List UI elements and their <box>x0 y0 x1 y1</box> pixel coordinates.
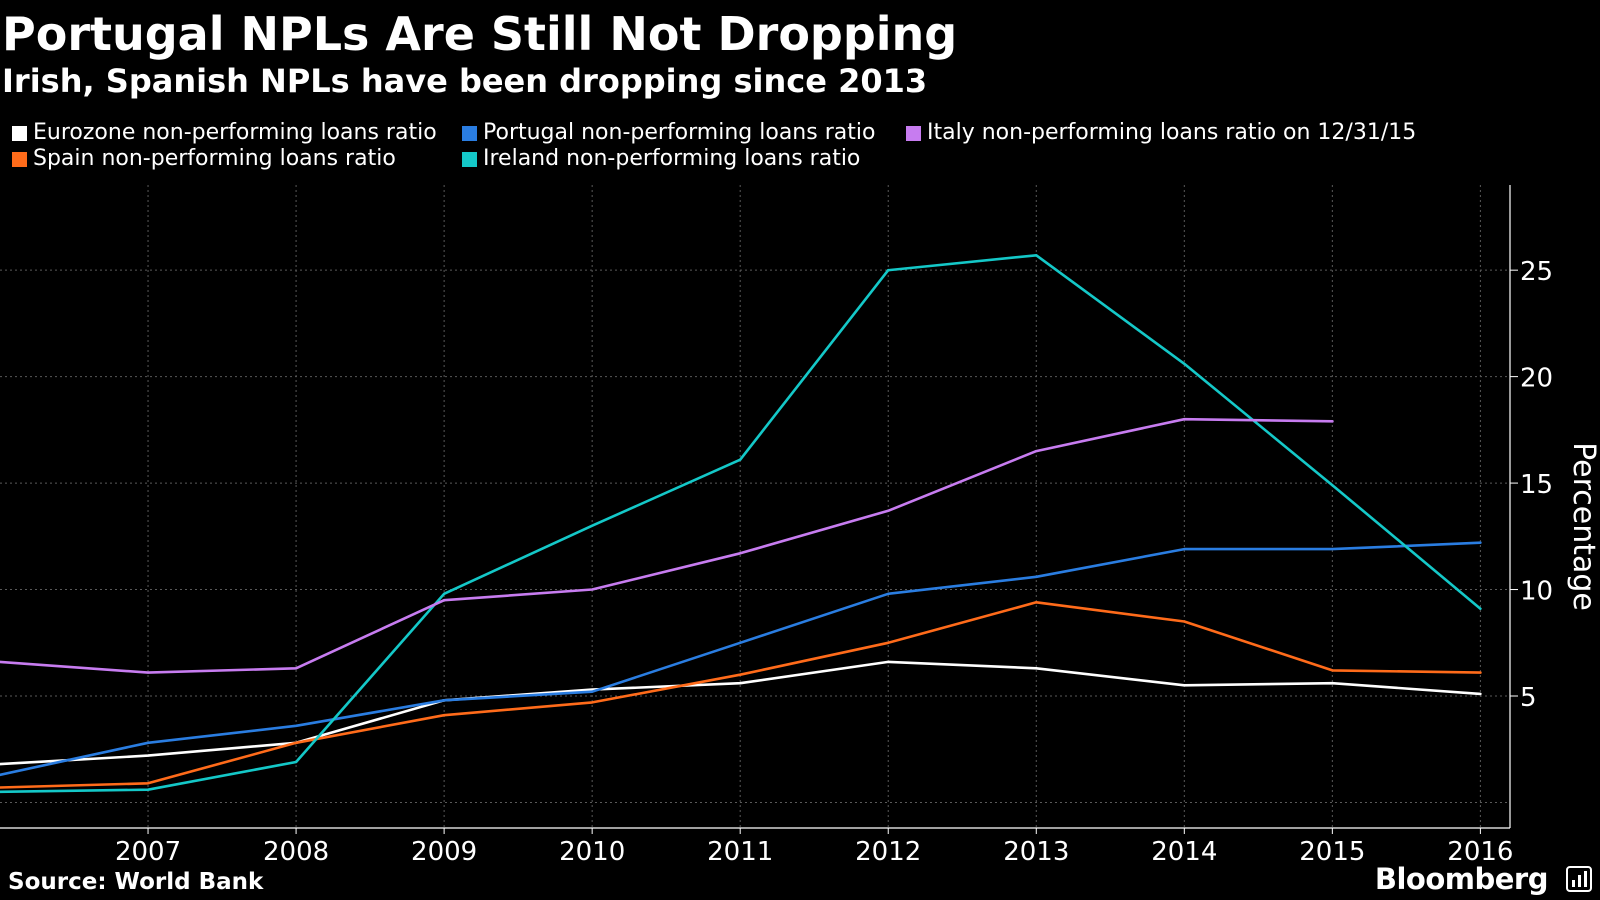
x-tick-label: 2015 <box>1299 837 1365 867</box>
x-tick-label: 2009 <box>411 837 477 867</box>
y-tick-label: 10 <box>1520 577 1553 607</box>
legend-swatch-eurozone <box>12 125 27 141</box>
axes: 2007 2008 2009 2010 2011 2012 2013 2014 2015 2016… <box>0 185 1553 867</box>
chart-legend: Eurozone non-performing loans ratio Port… <box>12 120 1492 176</box>
series-line-3 <box>0 254 1482 794</box>
legend-swatch-italy <box>906 125 921 141</box>
x-tick-label: 2007 <box>115 837 181 867</box>
legend-swatch-portugal <box>462 125 477 141</box>
series-line-2 <box>0 541 1482 777</box>
source-note: Source: World Bank <box>8 869 264 895</box>
legend-swatch-spain <box>12 151 27 167</box>
y-tick-label: 25 <box>1520 257 1553 287</box>
bloomberg-terminal-icon <box>1566 866 1592 892</box>
y-axis-label: Percentage <box>1566 442 1600 611</box>
x-tick-label: 2014 <box>1151 837 1217 867</box>
series-lines <box>0 254 1482 794</box>
x-tick-label: 2012 <box>855 837 921 867</box>
x-tick-label: 2016 <box>1447 837 1513 867</box>
y-tick-label: 20 <box>1520 364 1553 394</box>
legend-item-spain: Spain non-performing loans ratio <box>12 146 396 172</box>
gridlines <box>0 185 1510 828</box>
legend-label-ireland: Ireland non-performing loans ratio <box>483 146 861 171</box>
legend-label-eurozone: Eurozone non-performing loans ratio <box>33 120 437 145</box>
brand-logo-text: Bloomberg <box>1374 862 1549 896</box>
x-tick-label: 2013 <box>1003 837 1069 867</box>
legend-label-italy: Italy non-performing loans ratio on 12/3… <box>927 120 1417 145</box>
legend-item-italy: Italy non-performing loans ratio on 12/3… <box>906 120 1416 146</box>
y-tick-label: 15 <box>1520 470 1553 500</box>
x-tick-label: 2010 <box>559 837 625 867</box>
series-line-4 <box>0 417 1334 674</box>
series-line-0 <box>0 660 1482 766</box>
legend-label-spain: Spain non-performing loans ratio <box>33 146 396 171</box>
chart-subtitle: Irish, Spanish NPLs have been dropping s… <box>2 62 928 100</box>
legend-label-portugal: Portugal non-performing loans ratio <box>483 120 876 145</box>
y-tick-label: 5 <box>1520 683 1537 713</box>
legend-item-eurozone: Eurozone non-performing loans ratio <box>12 120 437 146</box>
series-line-1 <box>0 601 1482 789</box>
x-tick-label: 2011 <box>707 837 773 867</box>
x-tick-label: 2008 <box>263 837 329 867</box>
chart-title: Portugal NPLs Are Still Not Dropping <box>2 7 958 61</box>
legend-item-portugal: Portugal non-performing loans ratio <box>462 120 875 146</box>
legend-swatch-ireland <box>462 151 477 167</box>
legend-item-ireland: Ireland non-performing loans ratio <box>462 146 860 172</box>
